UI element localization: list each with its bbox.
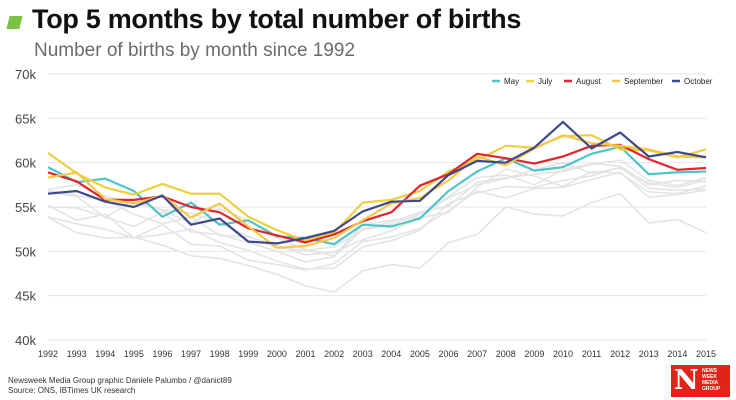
x-tick-label-1994: 1994	[95, 349, 115, 359]
y-tick-label-50000: 50k	[15, 244, 36, 259]
births-line-chart: 40k 45k 50k 55k 60k 65k 70k 1992 1993 1994 1995 199…	[15, 67, 716, 359]
legend-label-july: July	[538, 77, 552, 86]
y-tick-label-60000: 60k	[15, 156, 36, 171]
x-tick-label-1998: 1998	[210, 349, 230, 359]
x-tick-label-2012: 2012	[610, 349, 630, 359]
x-tick-label-2000: 2000	[267, 349, 287, 359]
background-line-march	[47, 168, 707, 257]
x-tick-label-2002: 2002	[324, 349, 344, 359]
x-tick-label-2013: 2013	[639, 349, 659, 359]
x-tick-label-2011: 2011	[582, 349, 601, 359]
legend-label-october: October	[684, 77, 713, 86]
logo-letter: N	[674, 365, 699, 396]
footer-source: Source: ONS, IBTimes UK research	[8, 386, 136, 395]
x-tick-label-2014: 2014	[667, 349, 687, 359]
background-line-november	[47, 171, 707, 271]
background-line-february	[47, 192, 707, 293]
series-line-may	[47, 145, 707, 246]
legend-label-september: September	[624, 77, 663, 86]
x-tick-label-2003: 2003	[353, 349, 373, 359]
logo-line-4: GROUP	[702, 386, 721, 392]
series-line-october	[47, 120, 707, 245]
y-tick-label-55000: 55k	[15, 200, 36, 215]
background-line-april	[47, 166, 707, 270]
x-tick-label-2005: 2005	[410, 349, 430, 359]
chart-subtitle: Number of births by month since 1992	[34, 40, 356, 61]
series-line-september	[47, 134, 707, 249]
chart-title: Top 5 months by total number of births	[32, 4, 522, 34]
y-tick-label-45000: 45k	[15, 289, 36, 304]
x-tick-label-2001: 2001	[295, 349, 315, 359]
x-tick-label-2007: 2007	[467, 349, 487, 359]
x-tick-label-1997: 1997	[181, 349, 201, 359]
logo-line-2: WEEK	[702, 374, 717, 380]
x-tick-label-1996: 1996	[152, 349, 172, 359]
x-tick-label-2006: 2006	[439, 349, 459, 359]
series-line-july	[47, 134, 707, 242]
x-tick-label-1995: 1995	[124, 349, 144, 359]
footer-credit: Newsweek Media Group graphic Daniele Pal…	[8, 376, 232, 385]
y-tick-label-70000: 70k	[15, 67, 36, 82]
logo-line-1: NEWS	[702, 368, 717, 374]
x-tick-label-2009: 2009	[524, 349, 544, 359]
legend-label-august: August	[576, 77, 602, 86]
logo-line-3: MEDIA	[702, 380, 719, 386]
x-tick-label-1992: 1992	[38, 349, 58, 359]
y-tick-label-65000: 65k	[15, 111, 36, 126]
legend-label-may: May	[504, 77, 519, 86]
newsweek-logo: N NEWS WEEK MEDIA GROUP	[671, 365, 730, 397]
x-tick-label-2015: 2015	[696, 349, 716, 359]
x-tick-label-1999: 1999	[238, 349, 258, 359]
x-tick-label-2004: 2004	[381, 349, 401, 359]
x-tick-label-1993: 1993	[67, 349, 87, 359]
logo-wordmark: NEWS WEEK MEDIA GROUP	[702, 368, 728, 392]
y-tick-label-40000: 40k	[15, 333, 36, 348]
x-tick-label-2010: 2010	[553, 349, 573, 359]
x-tick-label-2008: 2008	[496, 349, 516, 359]
